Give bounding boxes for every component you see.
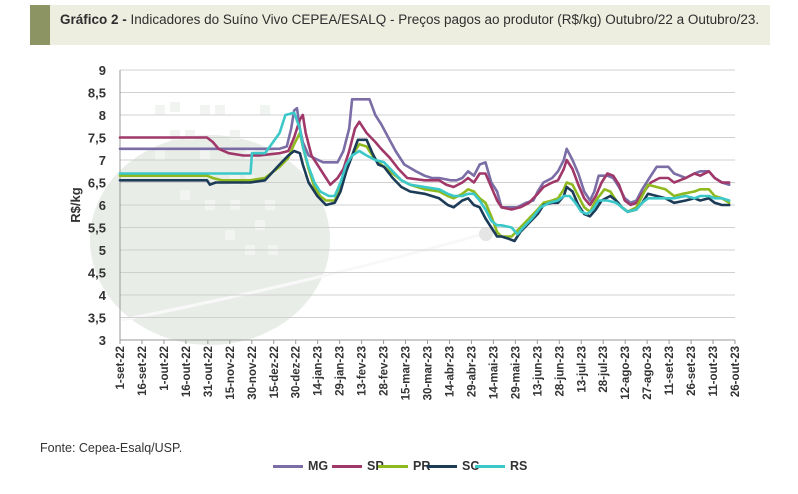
x-tick-label: 31-out-22 xyxy=(203,346,215,397)
chart-title-text: Indicadores do Suíno Vivo CEPEA/ESALQ - … xyxy=(130,12,760,27)
x-tick-label: 15-dez-22 xyxy=(269,346,281,398)
x-tick-label: 30-nov-22 xyxy=(247,346,259,400)
x-tick-label: 30-mar-23 xyxy=(423,346,435,400)
y-tick-label: 7 xyxy=(99,153,106,168)
x-tick-label: 15-nov-22 xyxy=(225,346,237,400)
legend-item-sp: SP xyxy=(332,456,384,476)
x-tick-label: 28-fev-23 xyxy=(379,346,391,396)
legend-swatch xyxy=(378,464,408,468)
y-tick-label: 9 xyxy=(99,63,106,78)
legend-item-mg: MG xyxy=(273,456,328,476)
x-tick-label: 29-mai-23 xyxy=(510,346,522,399)
legend-label: MG xyxy=(308,459,329,473)
decor-square xyxy=(180,190,190,200)
legend-label: SP xyxy=(367,459,384,473)
legend-swatch xyxy=(273,464,303,468)
decor-square xyxy=(170,130,180,140)
x-tick-label: 29-jan-23 xyxy=(335,346,347,396)
x-tick-label: 13-fev-23 xyxy=(357,346,369,396)
decor-square xyxy=(215,105,225,115)
y-tick-label: 8 xyxy=(99,108,106,123)
y-tick-label: 7,5 xyxy=(88,131,106,146)
series-line-mg xyxy=(118,98,731,209)
legend-swatch xyxy=(332,464,362,468)
legend-label: RS xyxy=(510,459,528,473)
decor-square xyxy=(200,105,210,115)
x-tick-label: 13-jul-23 xyxy=(576,346,588,393)
y-tick-label: 6,5 xyxy=(88,176,106,191)
line-chart: 3 3,5 4 4,5 5 5,5 6 6,5 7 7,5 8 8,5 9 R$/kg 1-set-22 16… xyxy=(68,63,742,400)
chart-title-label: Gráfico 2 - xyxy=(60,12,127,27)
x-tick-label: 27-ago-23 xyxy=(642,346,654,400)
legend-swatch xyxy=(427,464,457,468)
legend-item-pr: PR xyxy=(378,456,430,476)
source-note: Fonte: Cepea-Esalq/USP. xyxy=(40,441,183,455)
x-tick-label: 30-dez-22 xyxy=(291,346,303,398)
y-tick-label: 6 xyxy=(99,198,106,213)
decor-square xyxy=(155,150,165,160)
x-tick-label: 1-out-22 xyxy=(159,346,171,391)
y-axis-title: R$/kg xyxy=(68,187,83,222)
x-tick-label: 26-set-23 xyxy=(686,346,698,396)
decor-square xyxy=(230,130,240,140)
x-tick-label: 16-out-22 xyxy=(181,346,193,397)
legend-label: PR xyxy=(413,459,431,473)
x-tick-label: 12-ago-23 xyxy=(620,346,632,400)
decor-square xyxy=(225,230,235,240)
y-tick-label: 8,5 xyxy=(88,86,106,101)
chart-title: Gráfico 2 - Indicadores do Suíno Vivo CE… xyxy=(60,11,760,28)
decor-square xyxy=(155,105,165,115)
x-tick-label: 26-out-23 xyxy=(730,346,742,397)
y-tick-label: 3 xyxy=(99,333,106,348)
x-tick-label: 11-out-23 xyxy=(708,346,720,397)
decor-square xyxy=(260,105,270,115)
chart-title-box: Gráfico 2 - Indicadores do Suíno Vivo CE… xyxy=(30,5,770,45)
x-tick-label: 16-set-22 xyxy=(137,346,149,396)
y-tick-label: 4,5 xyxy=(88,266,106,281)
y-tick-label: 5 xyxy=(99,243,106,258)
y-tick-label: 5,5 xyxy=(88,221,106,236)
x-tick-label: 29-abr-23 xyxy=(466,346,478,397)
legend-label: SC xyxy=(462,459,480,473)
x-tick-label: 13-jun-23 xyxy=(532,346,544,397)
y-tick-label: 3,5 xyxy=(88,311,106,326)
decor-dot xyxy=(479,227,493,241)
legend: MG SP PR SC RS xyxy=(0,456,798,476)
decor-swoosh xyxy=(121,233,481,322)
decor-sphere xyxy=(90,135,330,345)
legend-swatch xyxy=(475,464,505,468)
x-tick-label: 14-abr-23 xyxy=(444,346,456,397)
x-tick-label: 14-mai-23 xyxy=(488,346,500,399)
legend-item-rs: RS xyxy=(475,456,527,476)
decor-square xyxy=(200,150,210,160)
y-tick-label: 4 xyxy=(99,288,107,303)
decor-square xyxy=(185,130,195,140)
x-tick-label: 15-mar-23 xyxy=(401,346,413,400)
series-line-rs xyxy=(118,111,731,236)
title-accent-bar xyxy=(30,5,50,45)
decor-square xyxy=(255,220,265,230)
legend-item-sc: SC xyxy=(427,456,479,476)
x-tick-label: 1-set-22 xyxy=(115,346,127,389)
decor-square xyxy=(170,102,180,112)
x-tick-label: 28-jul-23 xyxy=(598,346,610,393)
x-tick-label: 14-jan-23 xyxy=(313,346,325,396)
x-tick-label: 11-set-23 xyxy=(664,346,676,395)
x-tick-label: 28-jun-23 xyxy=(554,346,566,397)
